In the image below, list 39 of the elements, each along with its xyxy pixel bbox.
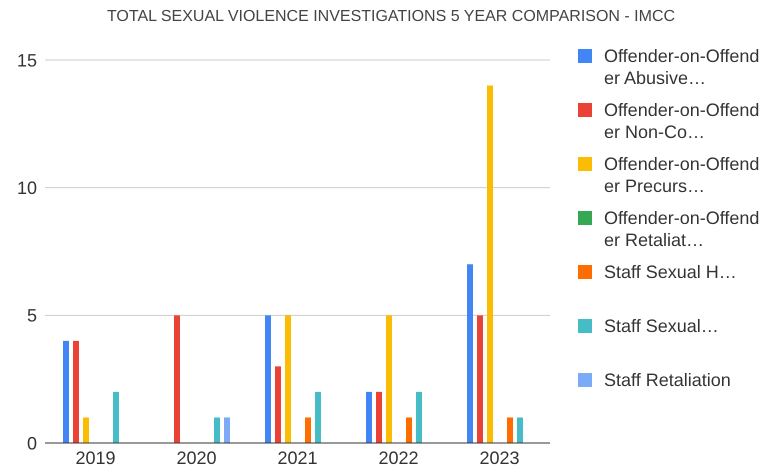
bar xyxy=(376,392,382,443)
legend-label: Offender-on-Offender Abusive… xyxy=(604,45,760,89)
y-tick-label: 15 xyxy=(16,50,37,70)
legend-label: Staff Retaliation xyxy=(604,369,732,391)
y-tick-label: 10 xyxy=(16,178,37,198)
bar xyxy=(174,315,180,443)
legend-label: Staff Sexual… xyxy=(604,315,720,337)
bar xyxy=(305,417,311,443)
x-tick-label: 2022 xyxy=(378,448,419,468)
chart-title: TOTAL SEXUAL VIOLENCE INVESTIGATIONS 5 YEAR COMPARISON - IMCC xyxy=(106,8,676,26)
bar xyxy=(73,340,79,443)
bar xyxy=(507,417,513,443)
bar xyxy=(406,417,412,443)
bar xyxy=(265,315,271,443)
bar xyxy=(285,315,291,443)
bar xyxy=(366,392,372,443)
bar xyxy=(416,392,422,443)
bar xyxy=(477,315,483,443)
y-tick-label: 5 xyxy=(26,306,37,326)
x-tick-label: 2020 xyxy=(176,448,217,468)
bar xyxy=(467,264,473,443)
legend-label: Staff Sexual H… xyxy=(604,261,738,283)
bar xyxy=(113,392,119,443)
bar xyxy=(63,340,69,443)
legend-label: Offender-on-Offender Retaliat… xyxy=(604,207,760,251)
bar xyxy=(386,315,392,443)
x-tick-label: 2023 xyxy=(479,448,520,468)
x-tick-label: 2021 xyxy=(277,448,318,468)
bar xyxy=(224,417,230,443)
bar xyxy=(214,417,220,443)
bar xyxy=(487,86,493,443)
y-tick-label: 0 xyxy=(26,433,37,454)
bar xyxy=(275,366,281,443)
bar xyxy=(517,417,523,443)
legend-label: Offender-on-Offender Non-Co… xyxy=(604,99,760,143)
bar xyxy=(83,417,89,443)
bar xyxy=(315,392,321,443)
x-tick-label: 2019 xyxy=(75,448,116,468)
legend-label: Offender-on-Offender Precurs… xyxy=(604,153,760,197)
